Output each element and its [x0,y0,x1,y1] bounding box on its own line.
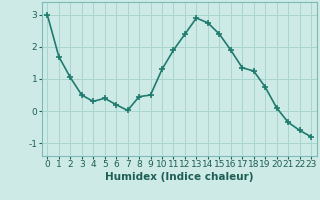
X-axis label: Humidex (Indice chaleur): Humidex (Indice chaleur) [105,172,253,182]
